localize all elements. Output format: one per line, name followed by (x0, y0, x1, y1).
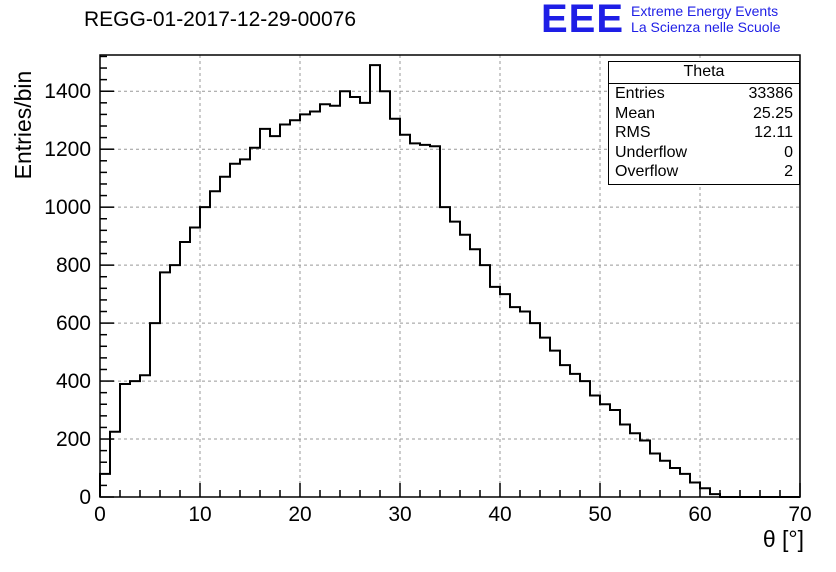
stats-value: 25.25 (752, 104, 793, 122)
stats-value: 33386 (748, 85, 794, 102)
stats-row: Overflow 2 (609, 162, 799, 182)
svg-text:60: 60 (688, 503, 711, 526)
stats-box-title: Theta (609, 62, 799, 84)
svg-text:800: 800 (56, 254, 91, 277)
stats-label: Mean (615, 104, 656, 122)
stats-label: Underflow (615, 143, 688, 161)
svg-text:50: 50 (588, 503, 611, 526)
svg-text:0: 0 (79, 486, 91, 509)
stats-label: Entries (615, 85, 665, 102)
svg-text:40: 40 (488, 503, 511, 526)
svg-text:600: 600 (56, 312, 91, 335)
axis-ticks (99, 55, 801, 498)
eee-logo-text: Extreme Energy Events La Scienza nelle S… (631, 1, 780, 35)
svg-text:0: 0 (94, 503, 106, 526)
stats-row: RMS 12.11 (609, 123, 799, 143)
eee-logo-line2: La Scienza nelle Scuole (631, 19, 781, 35)
stats-value: 12.11 (754, 124, 793, 141)
stats-box: Theta Entries 33386 Mean 25.25 RMS 12.11… (608, 61, 800, 185)
svg-text:10: 10 (188, 503, 211, 526)
stats-value: 0 (784, 143, 793, 161)
stats-value: 2 (784, 163, 793, 180)
stats-row: Underflow 0 (609, 143, 799, 163)
eee-logo-line1: Extreme Energy Events (631, 3, 779, 19)
eee-logo: EEE Extreme Energy Events La Scienza nel… (541, 0, 780, 41)
svg-text:200: 200 (56, 428, 91, 451)
stats-row: Entries 33386 (609, 84, 799, 104)
x-axis-title: θ [°] (762, 526, 804, 552)
stats-label: Overflow (615, 163, 679, 180)
svg-text:20: 20 (288, 503, 311, 526)
stats-row: Mean 25.25 (609, 104, 799, 124)
stats-label: RMS (615, 124, 651, 141)
svg-text:1200: 1200 (44, 138, 91, 161)
svg-text:400: 400 (56, 370, 91, 393)
svg-text:30: 30 (388, 503, 411, 526)
y-axis-title: Entries/bin (10, 70, 36, 180)
eee-logo-acronym: EEE (541, 0, 625, 41)
svg-text:70: 70 (788, 503, 811, 526)
svg-text:1000: 1000 (44, 196, 91, 219)
histogram-line (99, 64, 800, 498)
svg-text:1400: 1400 (44, 80, 91, 103)
plot-title: REGG-01-2017-12-29-00076 (84, 8, 356, 31)
